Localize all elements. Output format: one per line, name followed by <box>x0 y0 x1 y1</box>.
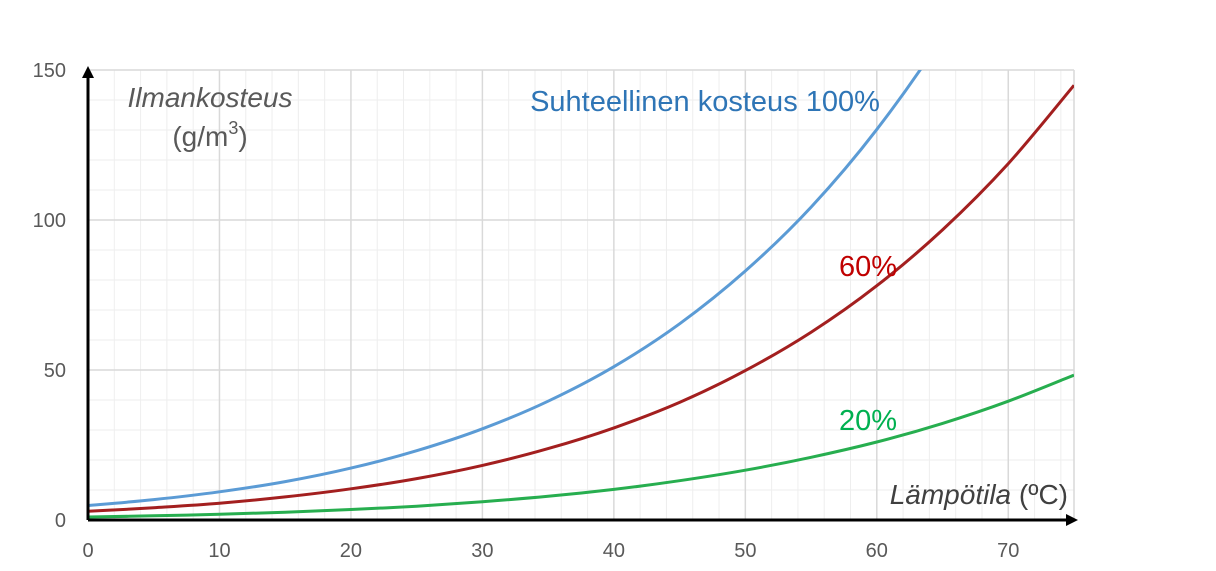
series-label-60: 60% <box>839 251 897 283</box>
y-axis-unit-close: ) <box>238 121 247 152</box>
x-tick-label: 60 <box>866 540 888 562</box>
y-axis-label-name: Ilmankosteus <box>128 82 293 113</box>
x-axis-label-unit: (ºC) <box>1019 479 1068 510</box>
series-lines <box>88 70 1074 519</box>
y-axis-label: Ilmankosteus <box>128 82 293 113</box>
y-axis-unit: (g/m3) <box>172 118 247 152</box>
x-tick-label: 40 <box>603 540 625 562</box>
x-tick-label: 10 <box>208 540 230 562</box>
series-label-100: Suhteellinen kosteus 100% <box>530 86 880 118</box>
x-tick-label: 20 <box>340 540 362 562</box>
x-tick-label: 50 <box>734 540 756 562</box>
x-axis-label: Lämpötila (ºC) <box>890 479 1068 510</box>
x-axis-label-space <box>1011 479 1019 510</box>
y-tick-label: 150 <box>33 60 66 82</box>
series-label-20: 20% <box>839 405 897 437</box>
x-tick-label: 0 <box>82 540 93 562</box>
y-axis-unit-base: (g/m <box>172 121 228 152</box>
series-line-1 <box>88 84 1074 513</box>
x-axis-arrowhead <box>1066 514 1078 526</box>
y-tick-label: 100 <box>33 210 66 232</box>
series-line-2 <box>88 373 1074 519</box>
axes <box>82 66 1078 526</box>
tick-labels: 0 10 20 30 40 50 60 70 0 50 100 150 <box>33 60 1020 562</box>
y-tick-label: 50 <box>44 360 66 382</box>
series-line-0 <box>88 70 922 508</box>
minor-gridlines <box>88 70 1074 520</box>
x-tick-label: 30 <box>471 540 493 562</box>
x-axis-label-name: Lämpötila <box>890 479 1011 510</box>
y-axis-arrowhead <box>82 66 94 78</box>
y-axis-unit-sup: 3 <box>228 118 238 138</box>
y-tick-label: 0 <box>55 510 66 532</box>
x-tick-label: 70 <box>997 540 1019 562</box>
